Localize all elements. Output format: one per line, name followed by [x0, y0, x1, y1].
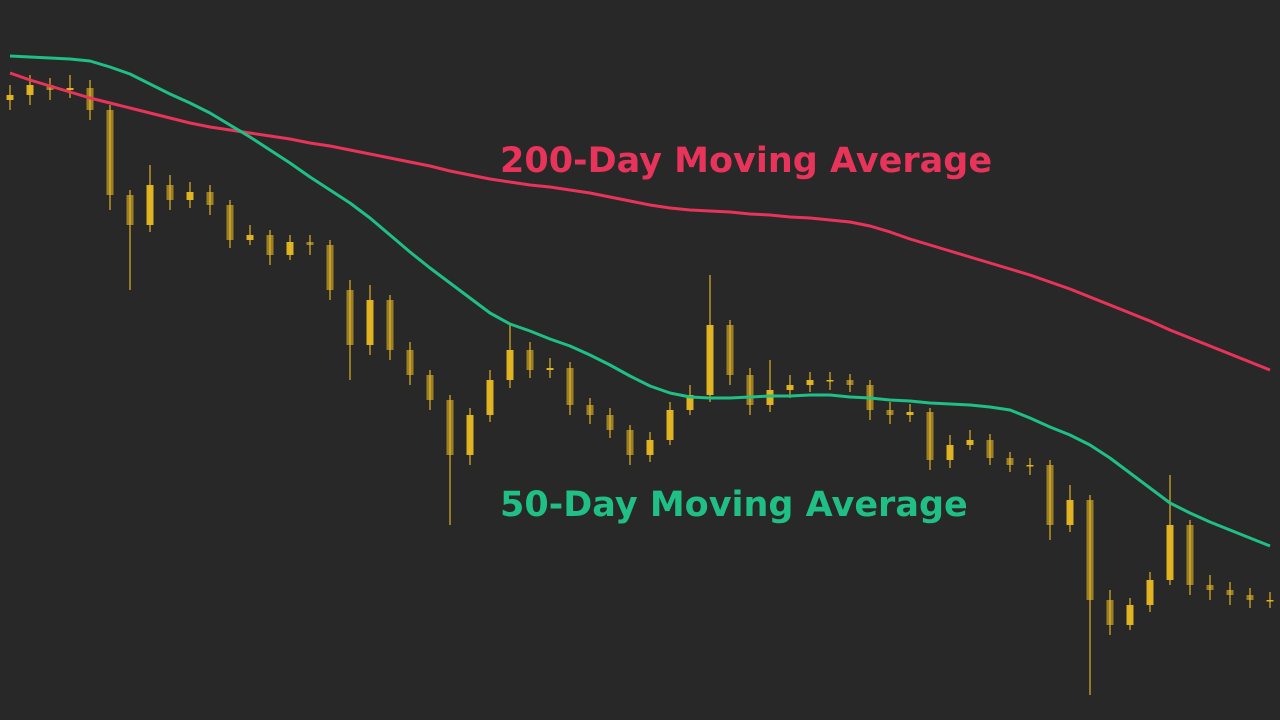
candle-body [926, 412, 934, 460]
candle-body [166, 185, 174, 200]
lines [9, 54, 1271, 548]
candle-body [1006, 458, 1014, 465]
candle-body [226, 205, 234, 240]
candle-body [526, 350, 534, 370]
candle-body [746, 375, 754, 405]
candle-body [66, 88, 74, 90]
candle-body [186, 192, 194, 200]
candle-body [626, 430, 634, 455]
candle-body [826, 380, 834, 382]
candle-body [26, 85, 34, 95]
annotation: 50-Day Moving Average [500, 485, 968, 525]
candle-body [906, 412, 914, 415]
candles [6, 75, 1274, 695]
candle-body [1046, 465, 1054, 525]
candle-body [1066, 500, 1074, 525]
candle-body [506, 350, 514, 380]
candle-body [346, 290, 354, 345]
candle-body [1026, 465, 1034, 467]
candle-body [846, 380, 854, 385]
candle-body [646, 440, 654, 455]
candle-body [366, 300, 374, 345]
candle-body [446, 400, 454, 455]
candle-body [946, 445, 954, 460]
candle-body [546, 368, 554, 370]
candle-body [1186, 525, 1194, 585]
candle-body [966, 440, 974, 445]
candle-body [426, 375, 434, 400]
moving-average-line [9, 54, 1271, 548]
candle-body [286, 242, 294, 255]
candle-body [1086, 500, 1094, 600]
candle-body [326, 245, 334, 290]
candle-body [1266, 600, 1274, 602]
candle-body [106, 110, 114, 195]
candle-body [1126, 605, 1134, 625]
candle-body [6, 95, 14, 100]
candle-body [126, 195, 134, 225]
candle-body [466, 415, 474, 455]
candle-body [266, 235, 274, 255]
moving-average-line [9, 71, 1271, 372]
candle-body [306, 242, 314, 245]
candle-body [886, 410, 894, 415]
candle-body [386, 300, 394, 350]
candle-body [706, 325, 714, 395]
candle-body [486, 380, 494, 415]
candle-body [1106, 600, 1114, 625]
candle-body [786, 385, 794, 390]
candle-body [246, 235, 254, 240]
candle-body [1226, 590, 1234, 595]
candle-body [586, 405, 594, 415]
annotation: 200-Day Moving Average [500, 141, 992, 181]
candle-body [566, 368, 574, 405]
candle-body [206, 192, 214, 205]
candle-body [1246, 595, 1254, 600]
candle-body [406, 350, 414, 375]
candle-body [1206, 585, 1214, 590]
candle-body [986, 440, 994, 458]
candle-body [606, 415, 614, 430]
candle-body [1166, 525, 1174, 580]
candle-body [666, 410, 674, 440]
candle-body [726, 325, 734, 375]
candle-body [1146, 580, 1154, 605]
candle-body [806, 380, 814, 385]
candle-body [146, 185, 154, 225]
candle-body [686, 395, 694, 410]
